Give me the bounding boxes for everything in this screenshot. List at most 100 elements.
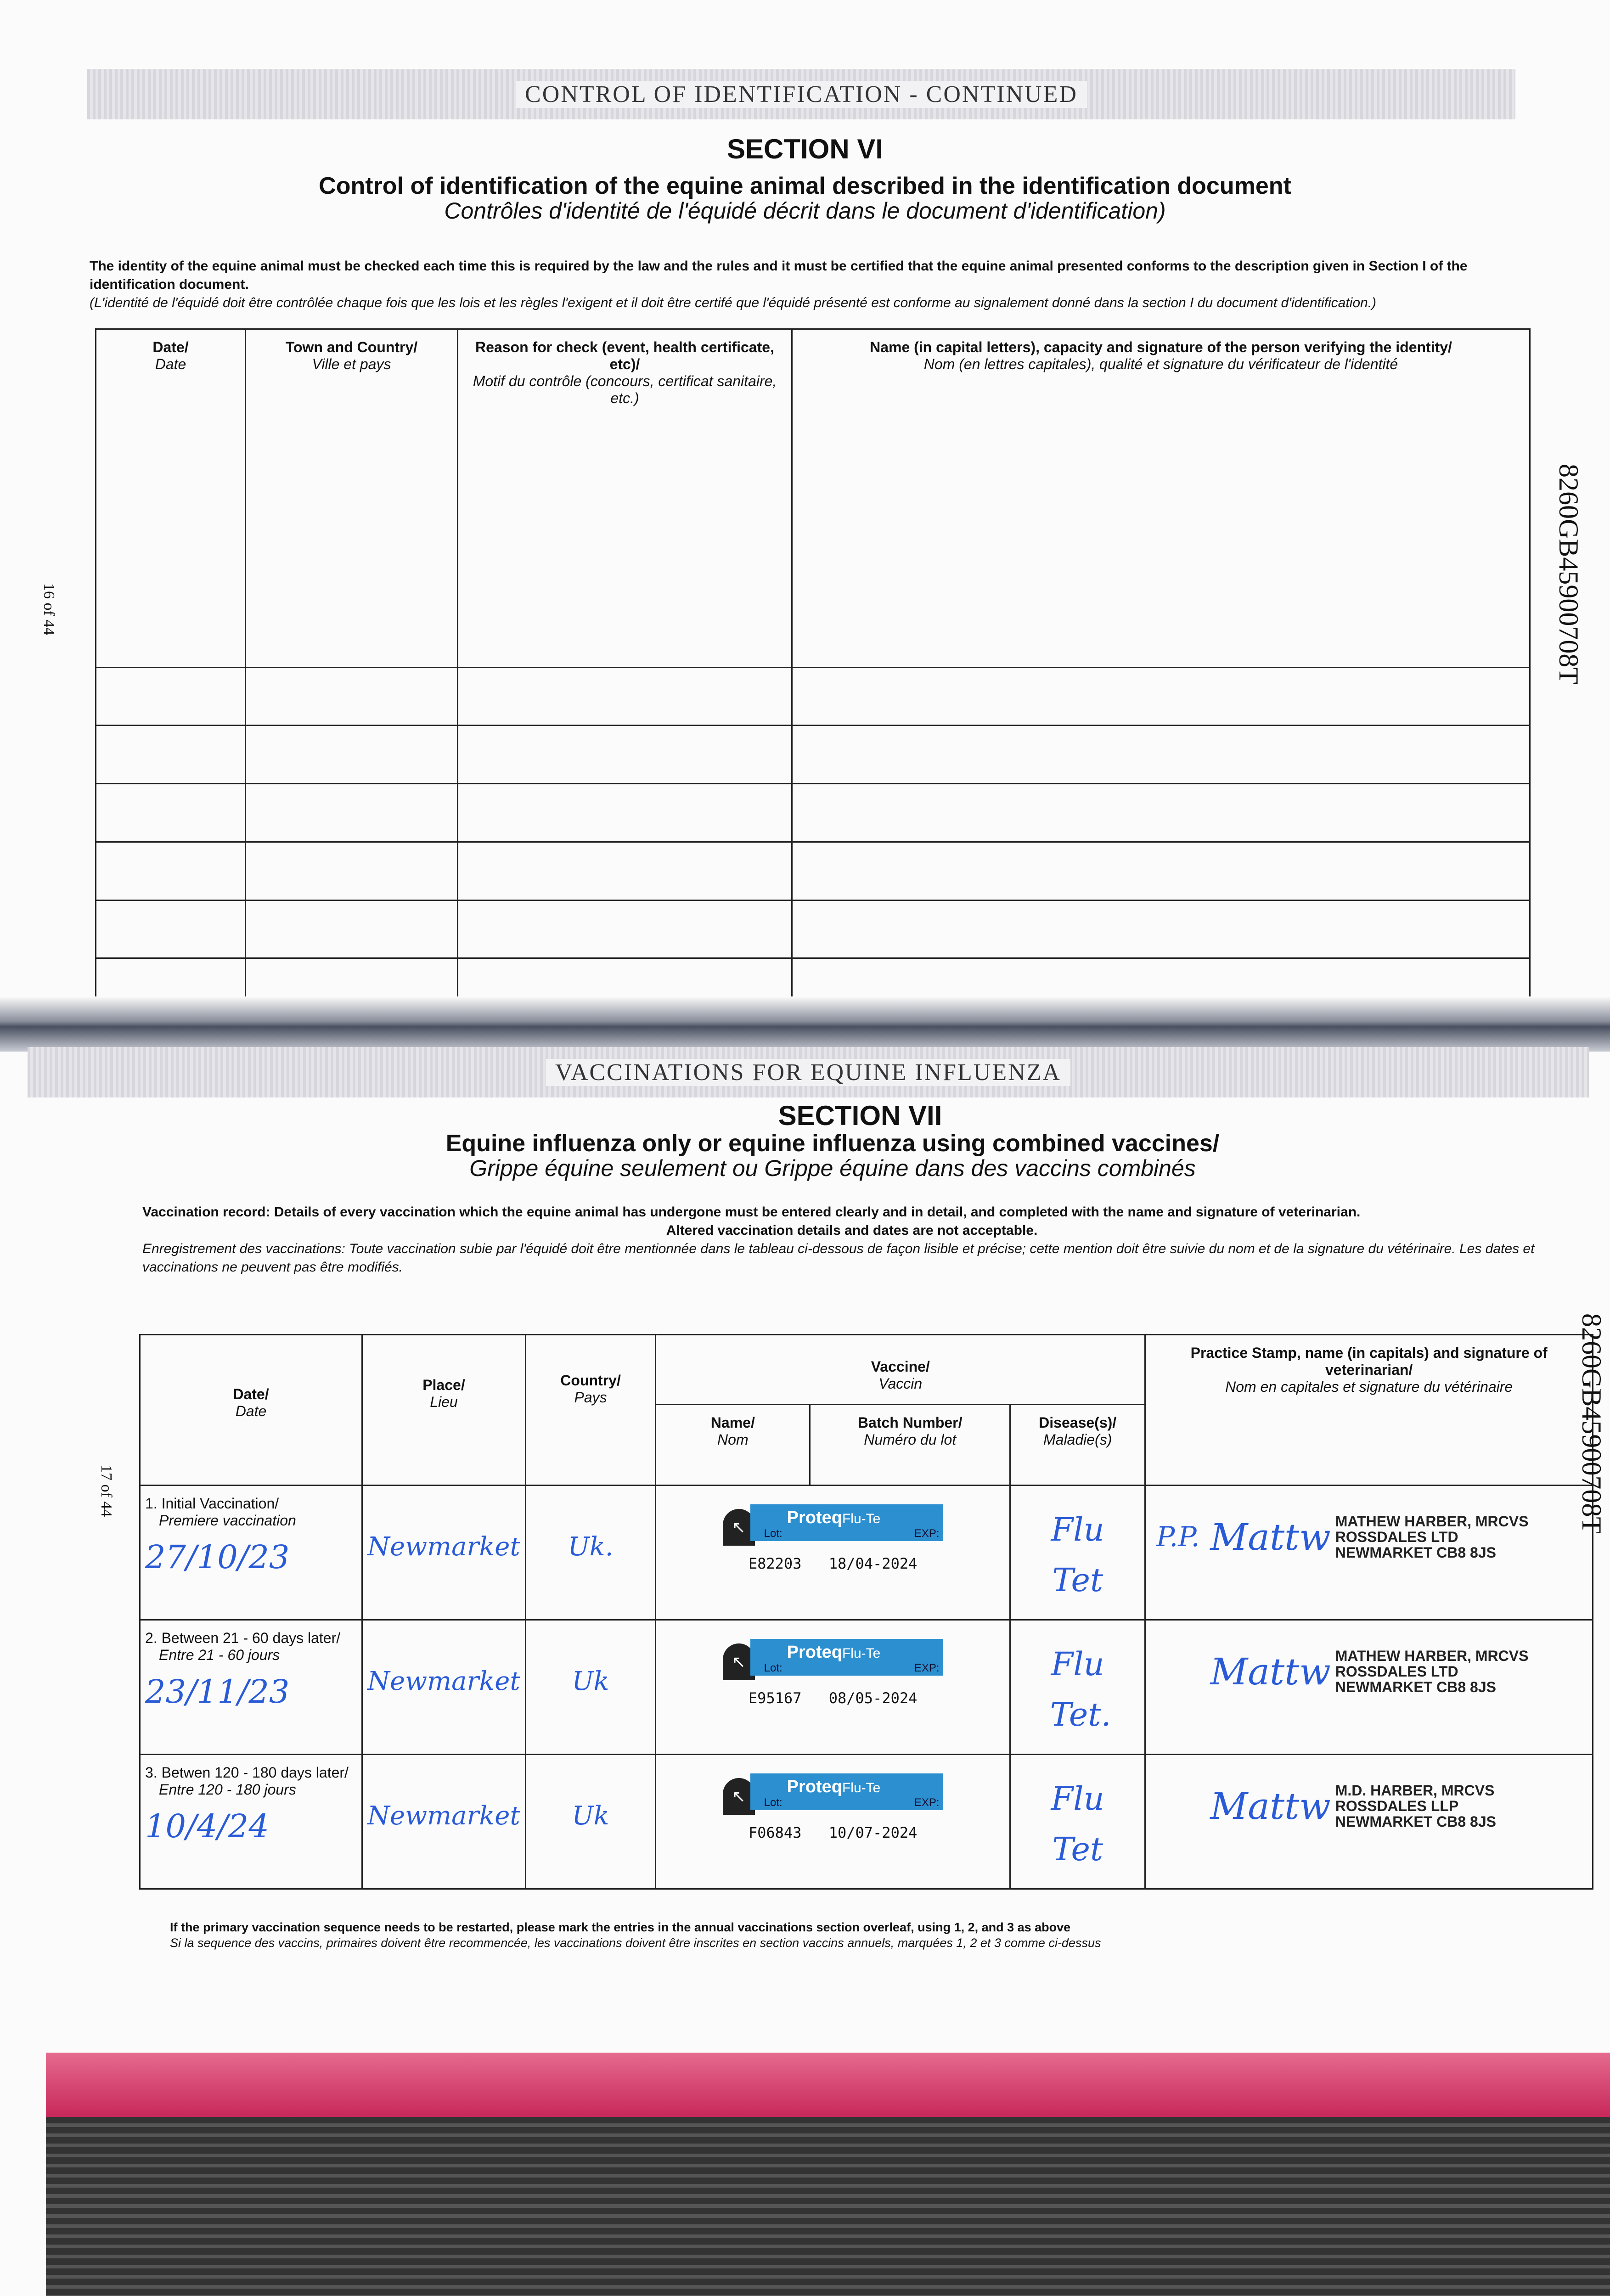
section-title: SECTION VI [726, 134, 884, 164]
handwritten-country: Uk [572, 1801, 609, 1831]
header-vaccine-name: Name/Nom [655, 1404, 811, 1486]
handwritten-place: Newmarket [367, 1801, 520, 1831]
header-stamp: Practice Stamp, name (in capitals) and s… [1144, 1334, 1593, 1486]
disease-cell[interactable]: Flu Tet. [1009, 1619, 1146, 1756]
vaccine-label-cell[interactable]: ↖ ProteqFlu-Te Lot: EXP: E95167 08/05-2024 [655, 1619, 1011, 1756]
table-cell[interactable] [791, 899, 1531, 959]
date-cell[interactable]: 1. Initial Vaccination/Premiere vaccinat… [139, 1485, 363, 1621]
table-row [95, 666, 1531, 726]
header-town: Town and Country/Ville et pays [245, 328, 458, 668]
place-cell[interactable]: Newmarket [361, 1754, 526, 1890]
table-cell[interactable] [245, 899, 458, 959]
section-band: VACCINATIONS FOR EQUINE INFLUENZA [28, 1047, 1589, 1097]
handwritten-place: Newmarket [367, 1666, 520, 1697]
country-cell[interactable]: Uk [524, 1619, 657, 1756]
handwritten-diseases: Flu Tet [1051, 1511, 1104, 1599]
table-cell[interactable] [791, 783, 1531, 843]
practice-stamp: M.D. HARBER, MRCVS ROSSDALES LLP NEWMARKET… [1335, 1782, 1496, 1830]
arrow-icon: ↖ [722, 1778, 755, 1815]
table-cell[interactable] [245, 783, 458, 843]
row-label-fr: Entre 120 - 180 jours [159, 1781, 296, 1798]
table-row [95, 783, 1531, 843]
country-cell[interactable]: Uk. [524, 1485, 657, 1621]
section-title: SECTION VII [778, 1100, 942, 1131]
handwritten-country: Uk. [568, 1532, 614, 1562]
table-cell[interactable] [457, 899, 793, 959]
vaccine-sticker: ↖ ProteqFlu-Te Lot: EXP: [722, 1504, 943, 1546]
title-en: Control of identification of the equine … [319, 173, 1291, 199]
table-row [95, 725, 1531, 785]
vaccination-row: 3. Betwen 120 - 180 days later/Entre 120… [139, 1754, 1593, 1890]
lot-number: E82203 [748, 1555, 802, 1573]
handwritten-place: Newmarket [367, 1532, 520, 1562]
expiry-date: 18/04-2024 [828, 1555, 918, 1573]
arrow-icon: ↖ [722, 1509, 755, 1546]
handwritten-date: 10/4/24 [145, 1807, 269, 1846]
place-cell[interactable]: Newmarket [361, 1485, 526, 1621]
signature: Mattw [1210, 1650, 1331, 1693]
arrow-icon: ↖ [722, 1643, 755, 1681]
practice-stamp: MATHEW HARBER, MRCVS ROSSDALES LTD NEWMARK… [1335, 1513, 1529, 1561]
header-name: Name (in capital letters), capacity and … [791, 328, 1531, 668]
header-batch: Batch Number/Numéro du lot [809, 1404, 1011, 1486]
table-cell[interactable] [95, 841, 246, 901]
row-label: 2. Between 21 - 60 days later/ [145, 1630, 341, 1647]
table-cell[interactable] [245, 725, 458, 785]
table-cell[interactable] [95, 666, 246, 726]
table-cell[interactable] [791, 666, 1531, 726]
identification-table: Date/Date Town and Country/Ville et pays… [95, 328, 1531, 1017]
table-cell[interactable] [791, 725, 1531, 785]
table-cell[interactable] [457, 783, 793, 843]
country-cell[interactable]: Uk [524, 1754, 657, 1890]
signature: Mattw [1210, 1515, 1331, 1559]
vaccination-row: 1. Initial Vaccination/Premiere vaccinat… [139, 1485, 1593, 1621]
table-cell[interactable] [95, 725, 246, 785]
vaccination-table: Date/Date Place/Lieu Country/Pays Vaccin… [139, 1334, 1593, 1890]
table-cell[interactable] [95, 783, 246, 843]
row-label: 1. Initial Vaccination/ [145, 1495, 279, 1512]
stamp-cell[interactable]: Mattw M.D. HARBER, MRCVS ROSSDALES LLP NEW… [1144, 1754, 1593, 1890]
table-cell[interactable] [457, 841, 793, 901]
disease-cell[interactable]: Flu Tet [1009, 1754, 1146, 1890]
header-date: Date/Date [139, 1334, 363, 1486]
binding-edge [46, 2053, 1610, 2117]
table-cell[interactable] [791, 841, 1531, 901]
intro: Vaccination record: Details of every vac… [142, 1204, 1535, 1275]
footer-note: If the primary vaccination sequence need… [170, 1920, 1101, 1950]
vaccination-row: 2. Between 21 - 60 days later/Entre 21 -… [139, 1619, 1593, 1756]
header-place: Place/Lieu [361, 1334, 526, 1486]
page-number: 17 of 44 [98, 1465, 115, 1517]
document-id: 8260GB45900708T [1554, 464, 1584, 684]
expiry-date: 10/07-2024 [828, 1824, 918, 1842]
table-cell[interactable] [457, 666, 793, 726]
row-label-fr: Entre 21 - 60 jours [159, 1647, 280, 1664]
table-row [95, 899, 1531, 959]
date-cell[interactable]: 3. Betwen 120 - 180 days later/Entre 120… [139, 1754, 363, 1890]
table-cell[interactable] [457, 725, 793, 785]
vaccine-label-cell[interactable]: ↖ ProteqFlu-Te Lot: EXP: E82203 18/04-2024 [655, 1485, 1011, 1621]
handwritten-date: 23/11/23 [145, 1673, 290, 1711]
signature: Mattw [1210, 1784, 1331, 1828]
disease-cell[interactable]: Flu Tet [1009, 1485, 1146, 1621]
row-label-fr: Premiere vaccination [159, 1512, 296, 1529]
stamp-cell[interactable]: P.P. Mattw MATHEW HARBER, MRCVS ROSSDALES… [1144, 1485, 1593, 1621]
table-row [95, 841, 1531, 901]
intro: The identity of the equine animal must b… [90, 259, 1468, 310]
place-cell[interactable]: Newmarket [361, 1619, 526, 1756]
vaccine-sticker: ↖ ProteqFlu-Te Lot: EXP: [722, 1773, 943, 1815]
handwritten-diseases: Flu Tet. [1050, 1645, 1111, 1734]
stamp-cell[interactable]: Mattw MATHEW HARBER, MRCVS ROSSDALES LTD N… [1144, 1619, 1593, 1756]
header-date: Date/Date [95, 328, 246, 668]
table-cell[interactable] [245, 666, 458, 726]
lot-number: F06843 [748, 1824, 802, 1842]
date-cell[interactable]: 2. Between 21 - 60 days later/Entre 21 -… [139, 1619, 363, 1756]
vaccine-label-cell[interactable]: ↖ ProteqFlu-Te Lot: EXP: F06843 10/07-2024 [655, 1754, 1011, 1890]
expiry-date: 08/05-2024 [828, 1689, 918, 1707]
scanner-background [46, 2117, 1610, 2296]
practice-stamp: MATHEW HARBER, MRCVS ROSSDALES LTD NEWMARK… [1335, 1648, 1529, 1696]
handwritten-pp: P.P. [1156, 1521, 1200, 1553]
table-cell[interactable] [95, 899, 246, 959]
page-fold [0, 996, 1610, 1052]
table-cell[interactable] [245, 841, 458, 901]
page-number: 16 of 44 [40, 583, 57, 636]
